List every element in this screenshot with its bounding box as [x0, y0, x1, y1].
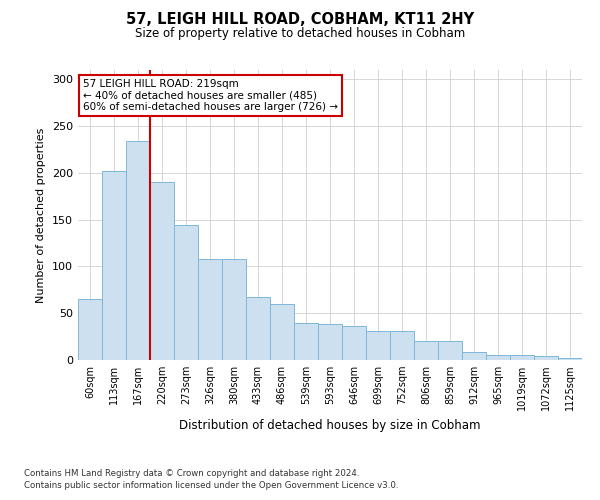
Text: 57 LEIGH HILL ROAD: 219sqm
← 40% of detached houses are smaller (485)
60% of sem: 57 LEIGH HILL ROAD: 219sqm ← 40% of deta… — [83, 78, 338, 112]
Bar — [222, 259, 246, 360]
Bar — [534, 356, 558, 360]
Bar — [486, 356, 510, 360]
Bar — [150, 182, 174, 360]
Bar — [318, 324, 342, 360]
Bar — [438, 342, 462, 360]
Text: Size of property relative to detached houses in Cobham: Size of property relative to detached ho… — [135, 28, 465, 40]
Bar — [510, 356, 534, 360]
Bar — [270, 304, 294, 360]
Bar — [366, 331, 390, 360]
Bar — [558, 358, 582, 360]
Y-axis label: Number of detached properties: Number of detached properties — [37, 128, 46, 302]
Bar — [78, 299, 102, 360]
Bar — [390, 331, 414, 360]
Bar — [246, 298, 270, 360]
X-axis label: Distribution of detached houses by size in Cobham: Distribution of detached houses by size … — [179, 418, 481, 432]
Bar — [174, 226, 198, 360]
Bar — [294, 322, 318, 360]
Bar — [126, 141, 150, 360]
Bar — [342, 326, 366, 360]
Bar — [102, 171, 126, 360]
Text: Contains public sector information licensed under the Open Government Licence v3: Contains public sector information licen… — [24, 481, 398, 490]
Bar — [414, 342, 438, 360]
Bar — [198, 259, 222, 360]
Text: 57, LEIGH HILL ROAD, COBHAM, KT11 2HY: 57, LEIGH HILL ROAD, COBHAM, KT11 2HY — [126, 12, 474, 28]
Bar — [462, 352, 486, 360]
Text: Contains HM Land Registry data © Crown copyright and database right 2024.: Contains HM Land Registry data © Crown c… — [24, 468, 359, 477]
